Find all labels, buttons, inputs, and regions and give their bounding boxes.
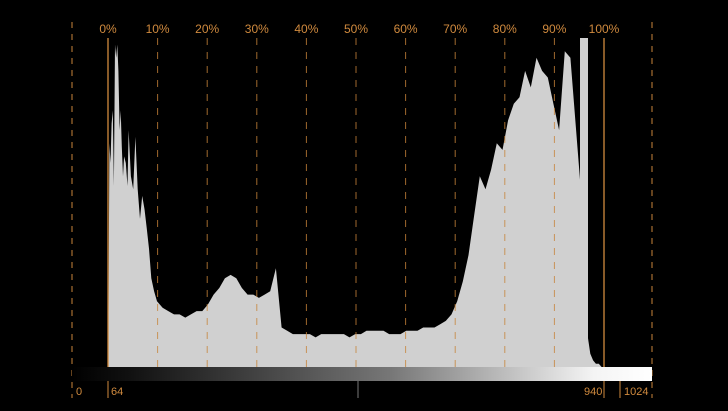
percent-label-80: 80% bbox=[493, 22, 517, 36]
clip-marker-bar bbox=[580, 38, 588, 368]
percent-label-30: 30% bbox=[245, 22, 269, 36]
histogram-area bbox=[108, 44, 616, 367]
percent-label-100: 100% bbox=[589, 22, 620, 36]
percent-guides bbox=[107, 38, 605, 367]
percent-label-40: 40% bbox=[294, 22, 318, 36]
percent-label-20: 20% bbox=[195, 22, 219, 36]
code-label-64: 64 bbox=[111, 386, 123, 398]
percent-labels: 0% 10% 20% 30% 40% 50% 60% 70% 80% 90% 100% bbox=[99, 22, 619, 36]
percent-label-0: 0% bbox=[99, 22, 117, 36]
code-label-0: 0 bbox=[76, 386, 82, 398]
percent-label-50: 50% bbox=[344, 22, 368, 36]
percent-label-90: 90% bbox=[542, 22, 566, 36]
luminance-gradient-bar bbox=[72, 367, 652, 381]
code-label-1024: 1024 bbox=[624, 386, 648, 398]
code-label-940: 940 bbox=[584, 386, 602, 398]
percent-label-70: 70% bbox=[443, 22, 467, 36]
percent-label-60: 60% bbox=[394, 22, 418, 36]
percent-label-10: 10% bbox=[146, 22, 170, 36]
